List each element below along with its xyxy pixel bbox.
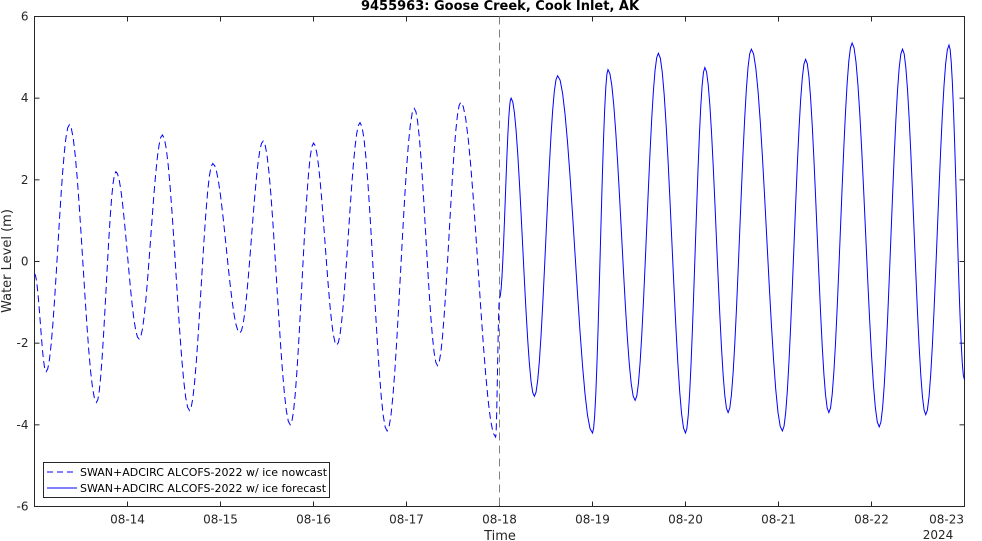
x-axis: 08-14 08-15 08-16 08-17 08-18 08-19 08-20 08-21… — [110, 16, 965, 527]
y-tick-label: -4 — [17, 418, 29, 432]
series-layer — [34, 41, 965, 439]
x-tick-label: 08-18 — [482, 513, 517, 527]
x-tick-label: 08-16 — [296, 513, 331, 527]
chart-title: 9455963: Goose Creek, Cook Inlet, AK — [361, 0, 640, 14]
y-tick-label: -6 — [17, 500, 29, 514]
legend-box — [43, 462, 330, 498]
x-axis-label: Time — [483, 529, 516, 541]
x-tick-label: 08-20 — [668, 513, 703, 527]
y-axis: -6 -4 -2 0 2 4 6 — [17, 10, 965, 514]
y-tick-label: 0 — [21, 255, 29, 269]
x-tick-label: 08-21 — [761, 513, 796, 527]
legend-label-forecast: SWAN+ADCIRC ALCOFS-2022 w/ ice forecast — [80, 482, 327, 495]
y-tick-label: -2 — [17, 336, 29, 350]
series-line-nowcast — [34, 101, 500, 439]
series-line-forecast — [499, 41, 965, 435]
x-tick-label: 08-22 — [854, 513, 889, 527]
x-tick-label: 08-17 — [389, 513, 424, 527]
x-tick-label: 08-19 — [575, 513, 610, 527]
y-tick-label: 4 — [21, 91, 29, 105]
x-tick-label: 08-15 — [203, 513, 238, 527]
y-tick-label: 6 — [21, 10, 29, 24]
x-axis-year-label: 2024 — [923, 528, 954, 541]
y-tick-label: 2 — [21, 173, 29, 187]
y-axis-label: Water Level (m) — [0, 209, 15, 313]
x-tick-label: 08-23 — [929, 513, 964, 527]
legend-label-nowcast: SWAN+ADCIRC ALCOFS-2022 w/ ice nowcast — [80, 466, 328, 479]
x-tick-label: 08-14 — [110, 513, 145, 527]
legend: SWAN+ADCIRC ALCOFS-2022 w/ ice nowcast S… — [43, 462, 330, 498]
